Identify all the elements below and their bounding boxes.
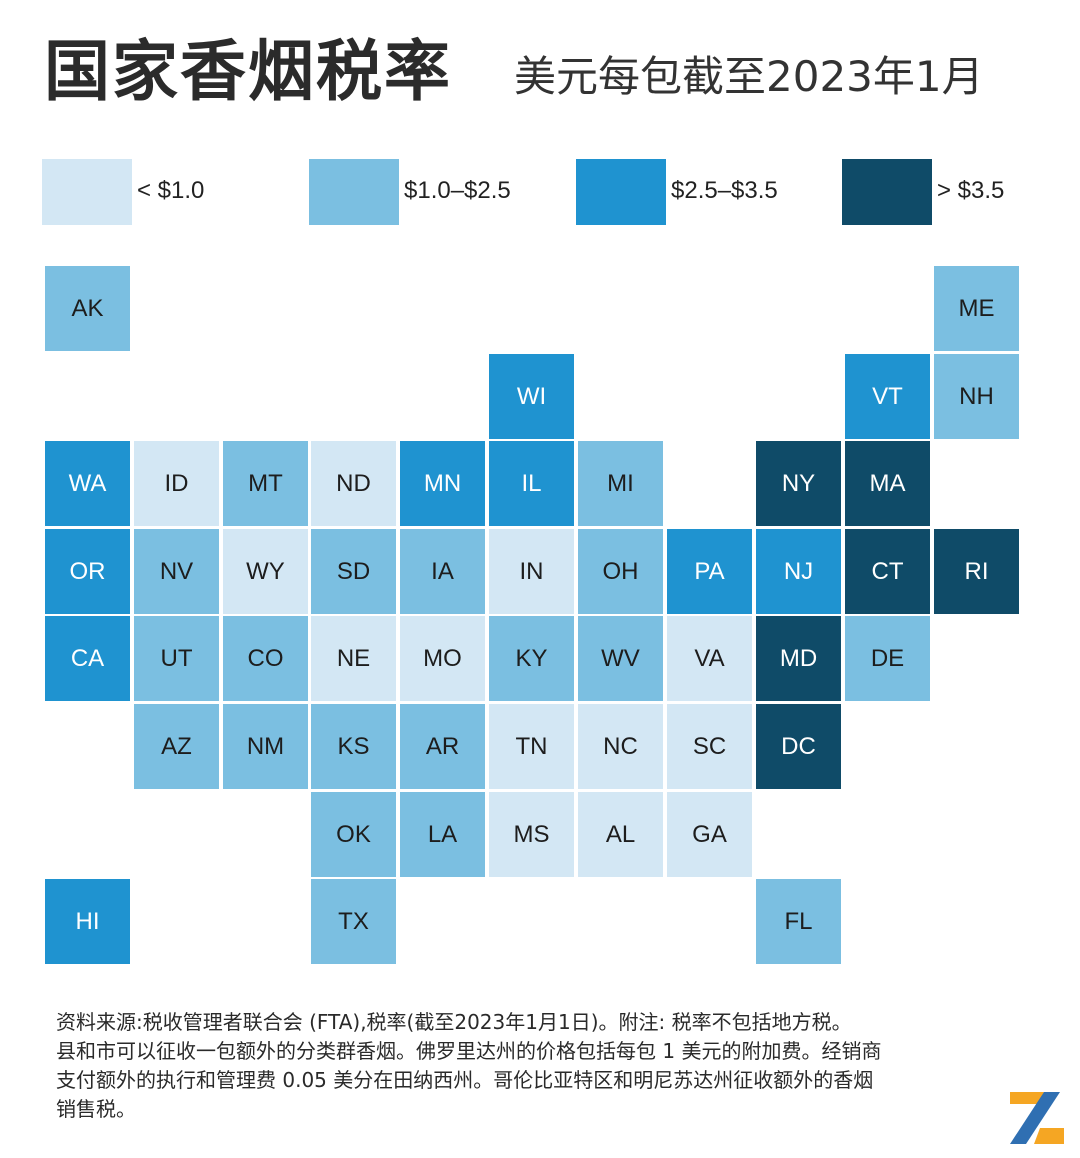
state-tile-ky[interactable]: KY xyxy=(489,616,574,701)
state-tile-me[interactable]: ME xyxy=(934,266,1019,351)
state-tile-vt[interactable]: VT xyxy=(845,354,930,439)
state-tile-ct[interactable]: CT xyxy=(845,529,930,614)
legend-swatch xyxy=(842,159,932,225)
state-tile-wi[interactable]: WI xyxy=(489,354,574,439)
state-tile-or[interactable]: OR xyxy=(45,529,130,614)
state-tile-ms[interactable]: MS xyxy=(489,792,574,877)
brand-logo-icon xyxy=(1010,1092,1064,1144)
state-tile-ri[interactable]: RI xyxy=(934,529,1019,614)
state-tile-oh[interactable]: OH xyxy=(578,529,663,614)
state-tile-tx[interactable]: TX xyxy=(311,879,396,964)
legend-swatch xyxy=(309,159,399,225)
legend-label: $1.0–$2.5 xyxy=(404,177,511,204)
state-tile-nj[interactable]: NJ xyxy=(756,529,841,614)
state-tile-ne[interactable]: NE xyxy=(311,616,396,701)
state-tile-wv[interactable]: WV xyxy=(578,616,663,701)
state-tile-ny[interactable]: NY xyxy=(756,441,841,526)
state-tile-ia[interactable]: IA xyxy=(400,529,485,614)
state-tile-sd[interactable]: SD xyxy=(311,529,396,614)
state-tile-ar[interactable]: AR xyxy=(400,704,485,789)
legend-label: > $3.5 xyxy=(937,177,1005,204)
state-tile-ca[interactable]: CA xyxy=(45,616,130,701)
state-tile-fl[interactable]: FL xyxy=(756,879,841,964)
state-tile-mi[interactable]: MI xyxy=(578,441,663,526)
state-tile-la[interactable]: LA xyxy=(400,792,485,877)
source-note: 资料来源:税收管理者联合会 (FTA),税率(截至2023年1月1日)。附注: … xyxy=(56,1010,882,1121)
state-tile-de[interactable]: DE xyxy=(845,616,930,701)
state-tile-nm[interactable]: NM xyxy=(223,704,308,789)
state-tile-md[interactable]: MD xyxy=(756,616,841,701)
state-tile-mt[interactable]: MT xyxy=(223,441,308,526)
state-tile-wa[interactable]: WA xyxy=(45,441,130,526)
state-tile-al[interactable]: AL xyxy=(578,792,663,877)
state-tile-wy[interactable]: WY xyxy=(223,529,308,614)
legend-label: $2.5–$3.5 xyxy=(671,177,778,204)
page-title: 国家香烟税率 xyxy=(44,33,452,110)
state-tile-in[interactable]: IN xyxy=(489,529,574,614)
state-tile-nv[interactable]: NV xyxy=(134,529,219,614)
state-tile-va[interactable]: VA xyxy=(667,616,752,701)
legend-swatch xyxy=(576,159,666,225)
state-tile-nh[interactable]: NH xyxy=(934,354,1019,439)
legend-swatch xyxy=(42,159,132,225)
brand-logo-icon xyxy=(1004,1088,1068,1148)
state-tile-az[interactable]: AZ xyxy=(134,704,219,789)
state-tile-ga[interactable]: GA xyxy=(667,792,752,877)
legend-label: < $1.0 xyxy=(137,177,205,204)
state-tile-sc[interactable]: SC xyxy=(667,704,752,789)
state-tile-il[interactable]: IL xyxy=(489,441,574,526)
state-tile-mn[interactable]: MN xyxy=(400,441,485,526)
state-tile-nd[interactable]: ND xyxy=(311,441,396,526)
state-tile-hi[interactable]: HI xyxy=(45,879,130,964)
state-tile-co[interactable]: CO xyxy=(223,616,308,701)
state-tile-dc[interactable]: DC xyxy=(756,704,841,789)
state-tile-ut[interactable]: UT xyxy=(134,616,219,701)
state-tile-mo[interactable]: MO xyxy=(400,616,485,701)
state-tile-pa[interactable]: PA xyxy=(667,529,752,614)
state-tile-id[interactable]: ID xyxy=(134,441,219,526)
state-tile-ks[interactable]: KS xyxy=(311,704,396,789)
state-tile-ma[interactable]: MA xyxy=(845,441,930,526)
page-subtitle: 美元每包截至2023年1月 xyxy=(514,52,984,101)
state-tile-ak[interactable]: AK xyxy=(45,266,130,351)
state-tile-ok[interactable]: OK xyxy=(311,792,396,877)
state-tile-nc[interactable]: NC xyxy=(578,704,663,789)
state-tile-tn[interactable]: TN xyxy=(489,704,574,789)
